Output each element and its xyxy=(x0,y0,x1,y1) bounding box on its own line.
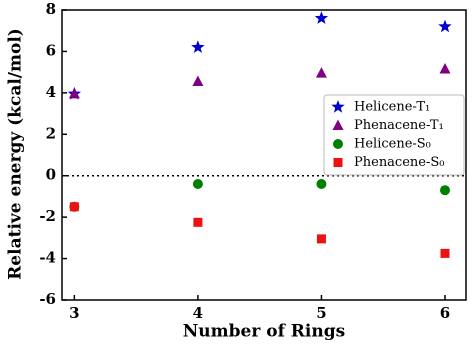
plot-frame xyxy=(61,9,467,301)
x-tick-label: 3 xyxy=(69,304,79,322)
legend-label: Helicene-S₀ xyxy=(354,137,431,152)
y-tick-label: 4 xyxy=(46,83,56,101)
y-tick-label: -4 xyxy=(39,249,56,267)
legend-marker xyxy=(332,119,344,130)
legend-box xyxy=(323,94,465,176)
point xyxy=(439,63,451,74)
y-tick-label: 2 xyxy=(46,124,56,142)
x-tick-label: 6 xyxy=(440,304,450,322)
point xyxy=(69,202,79,212)
x-axis-label: Number of Rings xyxy=(183,322,345,342)
x-tick-label: 5 xyxy=(316,304,326,322)
legend-marker xyxy=(333,139,343,149)
point xyxy=(438,19,452,33)
x-tick-label: 4 xyxy=(193,304,203,322)
y-tick-label: 8 xyxy=(46,0,56,18)
y-axis-label: Relative energy (kcal/mol) xyxy=(6,28,26,280)
point xyxy=(316,179,327,189)
legend-marker xyxy=(333,158,343,167)
point xyxy=(192,179,203,189)
legend-label: Phenacene-S₀ xyxy=(354,155,445,170)
point xyxy=(191,40,205,53)
y-tick-label: -6 xyxy=(39,290,56,308)
legend-marker xyxy=(331,100,345,113)
legend-label: Phenacene-T₁ xyxy=(354,118,444,133)
point xyxy=(68,87,80,99)
point xyxy=(192,75,204,86)
y-tick-label: 0 xyxy=(46,166,56,184)
point xyxy=(314,11,329,24)
y-tick-label: 6 xyxy=(46,41,56,59)
y-tick-label: -2 xyxy=(39,207,56,225)
point xyxy=(440,248,450,258)
legend-label: Helicene-T₁ xyxy=(354,100,430,115)
point xyxy=(315,67,327,78)
point xyxy=(316,234,326,244)
point xyxy=(193,217,203,227)
point xyxy=(439,185,450,196)
